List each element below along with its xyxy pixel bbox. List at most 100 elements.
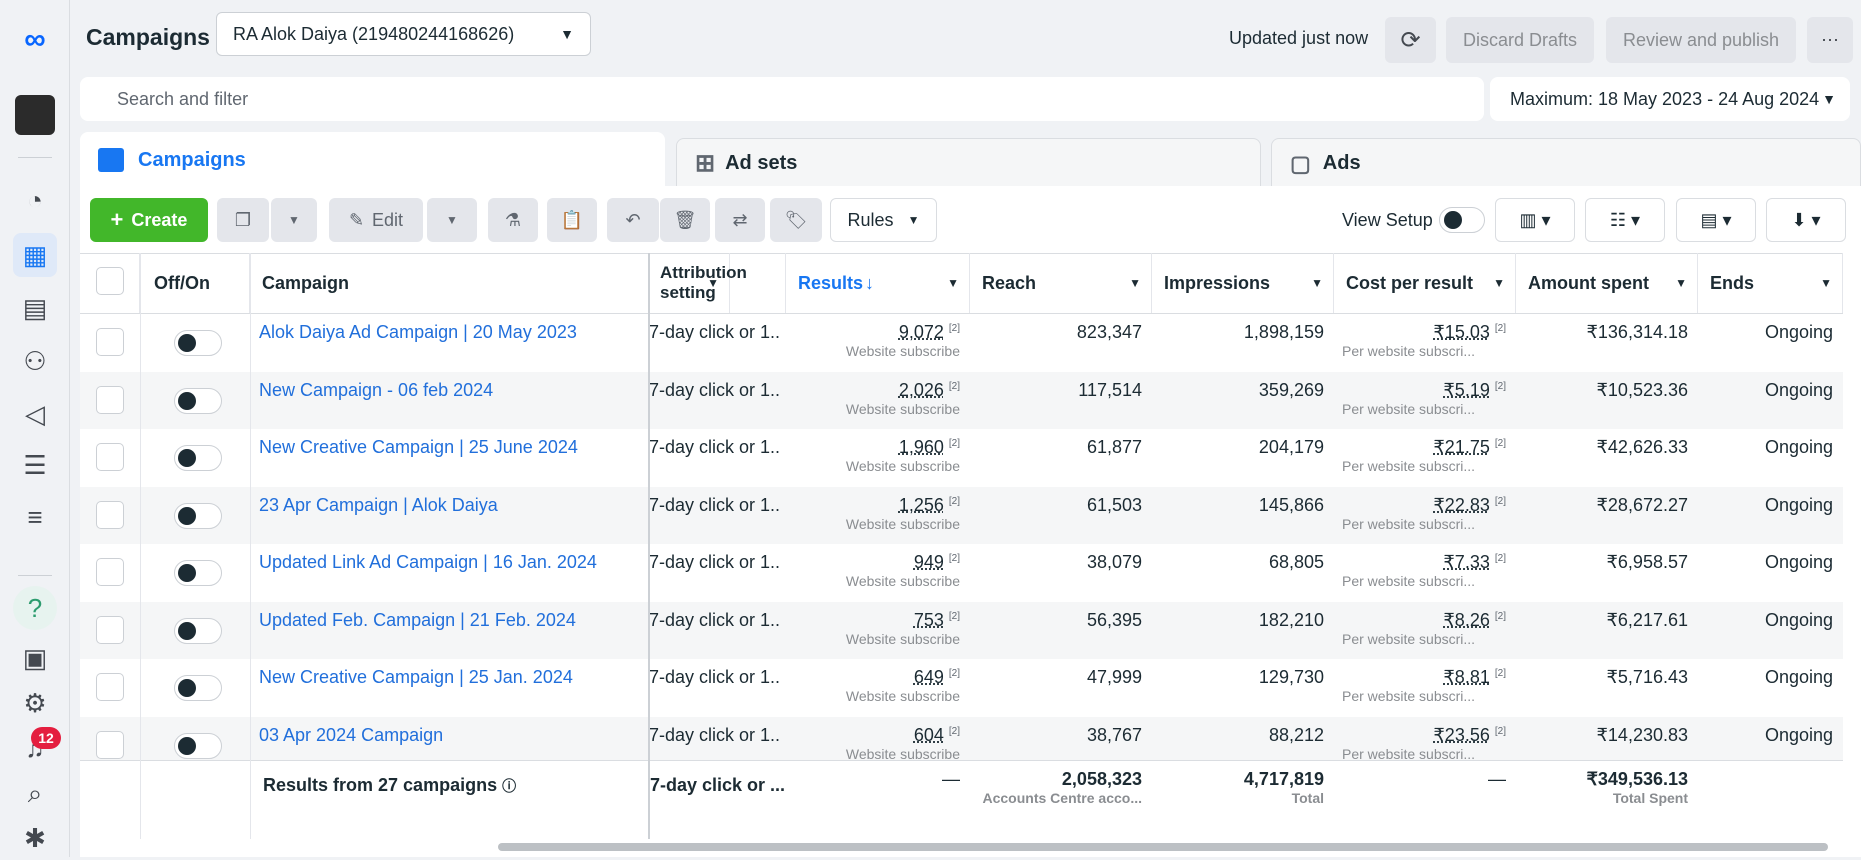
row-checkbox[interactable] xyxy=(96,615,124,644)
cpr-value[interactable]: ₹7.33 xyxy=(1443,552,1490,572)
campaigns-table-icon[interactable]: ▦ xyxy=(13,233,57,277)
cpr-value[interactable]: ₹8.81 xyxy=(1443,667,1490,687)
create-button[interactable]: + Create xyxy=(90,198,208,242)
results-value[interactable]: 1,960 xyxy=(898,437,944,457)
export-button[interactable]: ⇄ xyxy=(715,198,765,242)
row-checkbox[interactable] xyxy=(96,443,124,471)
account-selector[interactable]: RA Alok Daiya (219480244168626) ▼ xyxy=(216,12,591,56)
row-checkbox[interactable] xyxy=(96,673,124,701)
edit-button[interactable]: ✎ Edit xyxy=(329,198,423,242)
menu-icon[interactable]: ≡ xyxy=(27,501,43,532)
results-value[interactable]: 2,026 xyxy=(898,379,944,400)
table-row[interactable]: New Campaign - 06 feb 2024 7-day click o… xyxy=(80,371,1843,429)
bug-report-icon[interactable]: ✱ xyxy=(24,822,46,853)
campaign-name-link[interactable]: 03 Apr 2024 Campaign xyxy=(259,724,444,745)
review-publish-button[interactable]: Review and publish xyxy=(1606,17,1796,63)
col-amount-spent[interactable]: Amount spent ▼ xyxy=(1516,253,1698,313)
tag-button[interactable]: 🏷 xyxy=(770,198,822,242)
duplicate-dropdown-button[interactable]: ▼ xyxy=(271,198,317,242)
col-campaign[interactable]: Campaign ▼ xyxy=(250,253,730,313)
settings-gear-icon[interactable]: ⚙ xyxy=(23,687,47,718)
row-checkbox[interactable] xyxy=(96,500,124,529)
billing-icon[interactable]: ☰ xyxy=(23,449,47,480)
duplicate-button[interactable]: ❐ xyxy=(217,198,269,242)
cpr-value[interactable]: ₹5.19 xyxy=(1443,379,1490,400)
more-options-button[interactable]: ⋯ xyxy=(1807,17,1853,63)
campaign-name-link[interactable]: New Creative Campaign | 25 Jan. 2024 xyxy=(259,667,573,687)
edit-dropdown-button[interactable]: ▼ xyxy=(427,198,477,242)
dashboard-icon[interactable]: ◔ xyxy=(27,184,43,215)
export-download-button[interactable]: ⬇ ▾ xyxy=(1766,198,1846,242)
pages-icon[interactable]: ▣ xyxy=(22,642,48,673)
megaphone-icon[interactable]: ◁ xyxy=(25,398,45,429)
breakdown-button[interactable]: ☷ ▾ xyxy=(1585,198,1665,242)
delete-button[interactable]: 🗑 xyxy=(660,198,710,242)
help-icon[interactable]: ? xyxy=(13,586,57,630)
table-row[interactable]: Updated Link Ad Campaign | 16 Jan. 2024 … xyxy=(80,544,1843,601)
table-row[interactable]: Alok Daiya Ad Campaign | 20 May 2023 7-d… xyxy=(80,314,1843,371)
results-value[interactable]: 649 xyxy=(913,667,944,687)
audiences-icon[interactable]: ⚇ xyxy=(23,345,47,376)
col-cost-per-result[interactable]: Cost per result ▼ xyxy=(1334,253,1516,313)
campaign-toggle[interactable] xyxy=(174,445,222,471)
cpr-value[interactable]: ₹22.83 xyxy=(1433,494,1490,515)
campaign-toggle[interactable] xyxy=(174,560,222,586)
results-value[interactable]: 1,256 xyxy=(898,494,944,515)
col-ends[interactable]: Ends ▼ xyxy=(1698,253,1843,313)
campaign-name-link[interactable]: New Creative Campaign | 25 June 2024 xyxy=(259,437,578,457)
results-value[interactable]: 753 xyxy=(913,609,944,630)
campaign-name-link[interactable]: Alok Daiya Ad Campaign | 20 May 2023 xyxy=(259,322,577,342)
col-offon[interactable]: Off/On xyxy=(140,253,250,313)
tab-adsets[interactable]: ⊞ Ad sets xyxy=(676,138,1261,188)
campaign-toggle[interactable] xyxy=(174,387,222,414)
results-value[interactable]: 949 xyxy=(913,552,944,572)
tab-campaigns[interactable]: Campaigns xyxy=(80,132,665,188)
reports-button[interactable]: ▤ ▾ xyxy=(1676,198,1756,242)
tab-ads[interactable]: ▢ Ads xyxy=(1271,138,1861,188)
ab-test-button[interactable]: ⚗ xyxy=(488,198,538,242)
campaign-toggle[interactable] xyxy=(174,617,222,644)
cpr-value[interactable]: ₹21.75 xyxy=(1433,437,1490,457)
table-row[interactable]: New Creative Campaign | 25 Jan. 2024 7-d… xyxy=(80,659,1843,716)
select-all-checkbox[interactable] xyxy=(96,267,124,295)
campaign-name-link[interactable]: 23 Apr Campaign | Alok Daiya xyxy=(259,494,498,515)
search-icon[interactable]: ⌕ xyxy=(27,778,43,808)
col-impressions[interactable]: Impressions ▼ xyxy=(1152,253,1334,313)
table-row[interactable]: New Creative Campaign | 25 June 2024 7-d… xyxy=(80,429,1843,486)
reports-icon[interactable]: ▤ xyxy=(22,292,48,323)
campaign-toggle[interactable] xyxy=(174,675,222,701)
results-value[interactable]: 9,072 xyxy=(898,322,944,342)
rules-button[interactable]: Rules ▼ xyxy=(830,198,937,242)
columns-button[interactable]: ▥ ▾ xyxy=(1495,198,1575,242)
discard-drafts-button[interactable]: Discard Drafts xyxy=(1446,17,1594,63)
refresh-button[interactable]: ⟳ xyxy=(1385,17,1436,63)
info-icon[interactable]: ⓘ xyxy=(502,778,517,794)
avatar[interactable] xyxy=(13,93,57,137)
meta-logo-icon[interactable]: ∞ xyxy=(24,23,46,56)
row-checkbox[interactable] xyxy=(96,558,124,586)
view-setup-toggle[interactable] xyxy=(1439,207,1485,233)
campaign-name-link[interactable]: Updated Link Ad Campaign | 16 Jan. 2024 xyxy=(259,552,597,572)
row-checkbox[interactable] xyxy=(96,730,124,759)
col-results[interactable]: Results ↓ ▼ xyxy=(786,253,970,313)
search-filter-input[interactable]: Search and filter xyxy=(80,77,1484,121)
table-row[interactable]: 23 Apr Campaign | Alok Daiya 7-day click… xyxy=(80,486,1843,544)
col-reach[interactable]: Reach ▼ xyxy=(970,253,1152,313)
table-row[interactable]: Updated Feb. Campaign | 21 Feb. 2024 7-d… xyxy=(80,601,1843,659)
row-checkbox[interactable] xyxy=(96,328,124,356)
campaign-toggle[interactable] xyxy=(174,330,222,356)
campaign-toggle[interactable] xyxy=(174,502,222,529)
col-attribution[interactable]: Attribution setting xyxy=(648,253,786,313)
campaign-toggle[interactable] xyxy=(174,732,222,759)
results-value[interactable]: 604 xyxy=(913,724,944,745)
date-range-picker[interactable]: Maximum: 18 May 2023 - 24 Aug 2024 ▼ xyxy=(1490,77,1850,121)
campaign-name-link[interactable]: New Campaign - 06 feb 2024 xyxy=(259,379,494,400)
cpr-value[interactable]: ₹8.26 xyxy=(1443,609,1490,630)
horizontal-scrollbar[interactable] xyxy=(498,843,1828,851)
row-checkbox[interactable] xyxy=(96,385,124,414)
cpr-value[interactable]: ₹15.03 xyxy=(1433,322,1490,342)
campaign-name-link[interactable]: Updated Feb. Campaign | 21 Feb. 2024 xyxy=(259,609,576,630)
undo-button[interactable]: ↶ xyxy=(607,198,659,242)
cpr-value[interactable]: ₹23.56 xyxy=(1433,724,1490,745)
clipboard-button[interactable]: 📋 xyxy=(547,198,597,242)
